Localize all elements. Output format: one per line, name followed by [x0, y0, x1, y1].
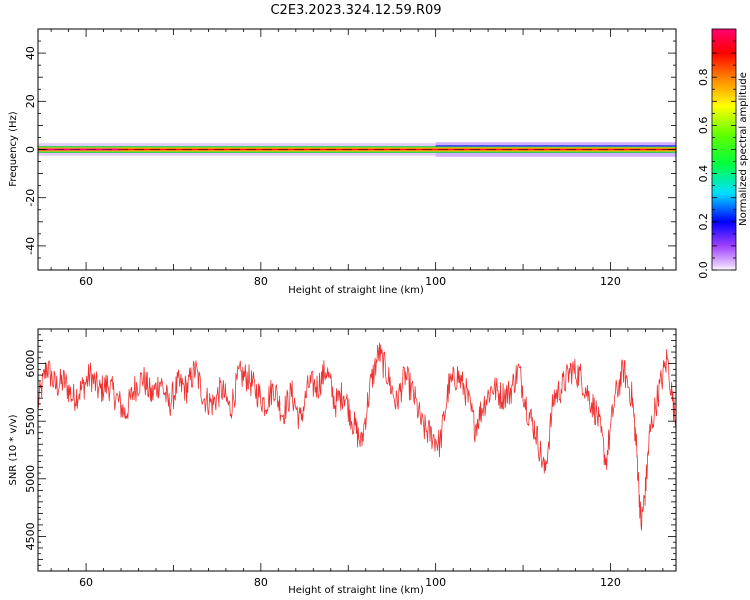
snr-series-group [38, 342, 676, 531]
snr-y-tick-label: 6000 [24, 350, 37, 378]
spectrogram-y-ticks: -40 -20 0 20 40 [24, 28, 676, 271]
snr-y-axis-label: SNR (10 * v/v) [8, 414, 19, 485]
snr-y-tick-label: 4500 [24, 522, 37, 550]
spec-y-tick-label: 20 [24, 94, 37, 108]
snr-x-tick-label: 60 [79, 576, 93, 589]
colorbar-tick-label: 0.2 [697, 213, 710, 231]
snr-x-tick-label: 120 [600, 576, 621, 589]
snr-x-tick-label: 100 [425, 576, 446, 589]
colorbar-tick-label: 0.0 [697, 261, 710, 279]
snr-line [38, 342, 676, 531]
spec-y-tick-label: 0 [24, 146, 37, 153]
spectrogram-x-axis-label: Height of straight line (km) [288, 285, 424, 296]
spec-x-tick-label: 80 [254, 275, 268, 288]
spectrogram-y-axis-label: Frequency (Hz) [8, 111, 19, 187]
colorbar-tick-label: 0.4 [697, 165, 710, 183]
band-core [38, 148, 676, 151]
snr-x-ticks: 60 80 100 120 [50, 329, 664, 589]
spec-y-tick-label: -40 [24, 237, 37, 255]
spec-x-tick-label: 100 [425, 275, 446, 288]
spec-y-tick-label: -20 [24, 189, 37, 207]
snr-y-tick-label: 5000 [24, 465, 37, 493]
snr-y-ticks: 4500 5000 5500 6000 [24, 328, 676, 566]
colorbar-tick-label: 0.6 [697, 117, 710, 134]
colorbar: 0.0 0.2 0.4 0.6 0.8 Normalized spectral ampl… [697, 28, 749, 279]
spec-x-tick-label: 120 [600, 275, 621, 288]
snr-panel: 60 80 100 120 4500 5000 5500 6000 Height of st… [8, 328, 677, 596]
spectral-band [38, 142, 676, 157]
spectrogram-panel: 60 80 100 120 -40 -20 0 20 40 Height of straigh… [8, 28, 677, 296]
snr-x-axis-label: Height of straight line (km) [288, 585, 424, 596]
band-inner-blue-edge [435, 145, 676, 147]
colorbar-label: Normalized spectral amplitude [738, 72, 749, 226]
colorbar-ticks: 0.0 0.2 0.4 0.6 0.8 [697, 40, 736, 279]
spec-y-tick-label: 40 [24, 46, 37, 60]
spec-x-tick-label: 60 [79, 275, 93, 288]
spectrogram-x-ticks: 60 80 100 120 [50, 29, 664, 288]
chart-title: C2E3.2023.324.12.59.R09 [270, 3, 441, 18]
snr-y-tick-label: 5500 [24, 407, 37, 435]
snr-x-tick-label: 80 [254, 576, 268, 589]
colorbar-tick-label: 0.8 [697, 68, 710, 86]
